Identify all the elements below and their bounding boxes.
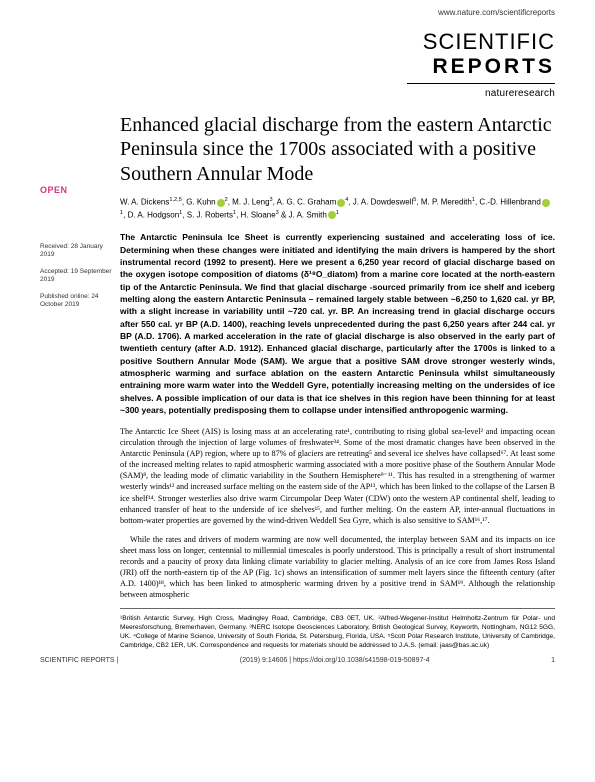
open-access-badge: OPEN xyxy=(40,185,114,195)
body-paragraph-2: While the rates and drivers of modern wa… xyxy=(120,534,555,600)
footer-page-number: 1 xyxy=(551,657,555,664)
author-list: W. A. Dickens1,2,5, G. Kuhn2, M. J. Leng… xyxy=(120,196,555,221)
footer-journal: SCIENTIFIC REPORTS | xyxy=(40,657,118,664)
article-title: Enhanced glacial discharge from the east… xyxy=(120,113,555,186)
orcid-icon xyxy=(217,199,225,207)
publisher-brand: natureresearch xyxy=(40,88,555,99)
page-footer: SCIENTIFIC REPORTS | (2019) 9:14606 | ht… xyxy=(0,651,595,674)
orcid-icon xyxy=(328,211,336,219)
article-content: Enhanced glacial discharge from the east… xyxy=(114,113,555,651)
main-content: OPEN Received: 28 January 2019 Accepted:… xyxy=(0,113,595,651)
affiliations: ¹British Antarctic Survey, High Cross, M… xyxy=(120,608,555,651)
orcid-icon xyxy=(542,199,550,207)
published-date: Published online: 24 October 2019 xyxy=(40,293,114,310)
page-container: www.nature.com/scientificreports SCIENTI… xyxy=(0,0,595,782)
journal-logo-block: SCIENTIFIC REPORTS natureresearch xyxy=(0,21,595,113)
logo-divider xyxy=(407,83,555,84)
journal-name-line2: REPORTS xyxy=(40,55,555,79)
body-paragraph-1: The Antarctic Ice Sheet (AIS) is losing … xyxy=(120,426,555,526)
footer-citation: (2019) 9:14606 | https://doi.org/10.1038… xyxy=(240,657,430,664)
journal-name-line1: SCIENTIFIC xyxy=(40,29,555,55)
accepted-date: Accepted: 19 September 2019 xyxy=(40,268,114,285)
page-header: www.nature.com/scientificreports xyxy=(0,0,595,21)
received-date: Received: 28 January 2019 xyxy=(40,243,114,260)
header-url[interactable]: www.nature.com/scientificreports xyxy=(438,8,555,17)
sidebar: OPEN Received: 28 January 2019 Accepted:… xyxy=(40,113,114,651)
abstract: The Antarctic Peninsula Ice Sheet is cur… xyxy=(120,231,555,416)
